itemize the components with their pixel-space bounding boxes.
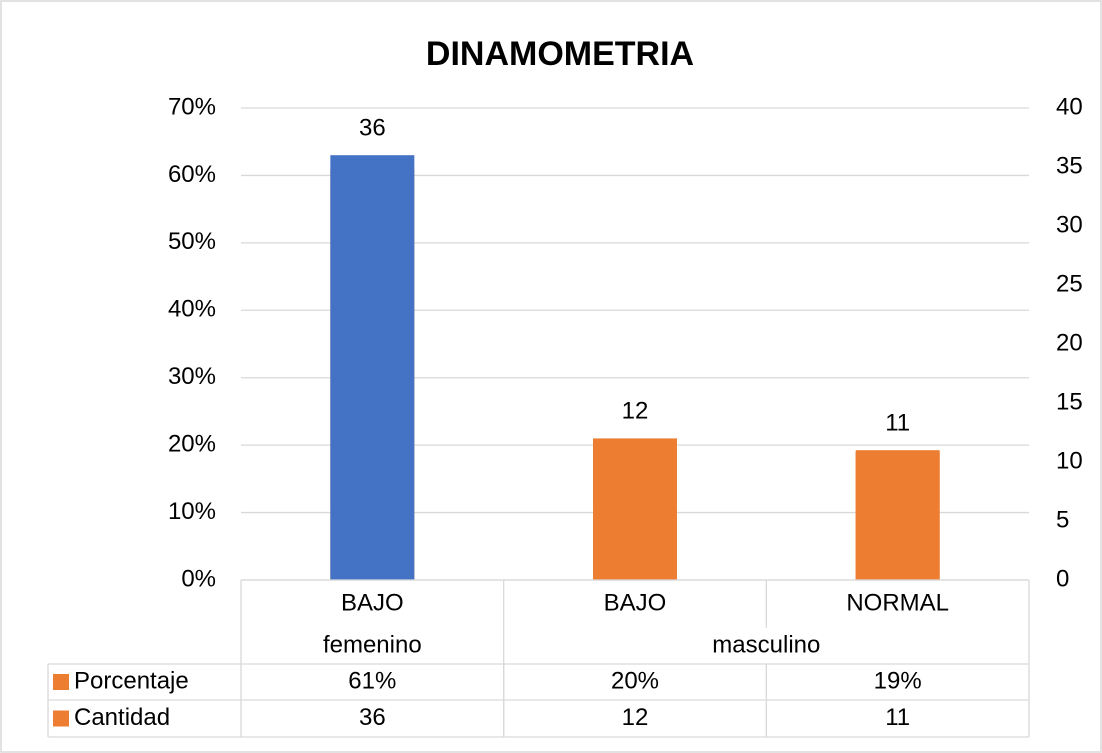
table-cell: 12 [622,704,649,731]
group-label: femenino [323,631,422,658]
y-tick-label: 40% [168,296,216,323]
bar [855,450,940,580]
x-tick-label: NORMAL [846,589,949,616]
y2-tick-label: 20 [1056,329,1083,356]
y-tick-label: 20% [168,430,216,457]
table-cell: 19% [874,667,922,694]
table-cell: 20% [611,667,659,694]
y-tick-label: 10% [168,498,216,525]
legend-label: Porcentaje [74,667,189,694]
y2-tick-label: 40 [1056,93,1083,120]
legend-swatch [53,674,69,690]
y2-tick-label: 5 [1056,506,1069,533]
y2-tick-label: 35 [1056,152,1083,179]
chart-title: DINAMOMETRIA [426,35,694,73]
y2-tick-label: 30 [1056,211,1083,238]
data-label: 12 [622,398,649,425]
y-tick-label: 50% [168,228,216,255]
y2-tick-label: 25 [1056,270,1083,297]
x-tick-label: BAJO [604,589,667,616]
group-label: masculino [712,631,820,658]
y-tick-label: 60% [168,161,216,188]
y2-tick-label: 0 [1056,565,1069,592]
table-cell: 11 [885,704,910,731]
y2-tick-label: 15 [1056,388,1083,415]
y-tick-label: 30% [168,363,216,390]
y2-tick-label: 10 [1056,447,1083,474]
data-label: 36 [359,115,386,142]
bar [593,438,677,580]
y-tick-label: 0% [181,565,216,592]
data-label: 11 [885,410,910,437]
table-cell: 36 [359,704,386,731]
table-cell: 61% [348,667,396,694]
y-tick-label: 70% [168,93,216,120]
legend-swatch [53,710,69,727]
bar [330,155,415,580]
x-tick-label: BAJO [341,589,404,616]
legend-label: Cantidad [74,704,170,731]
